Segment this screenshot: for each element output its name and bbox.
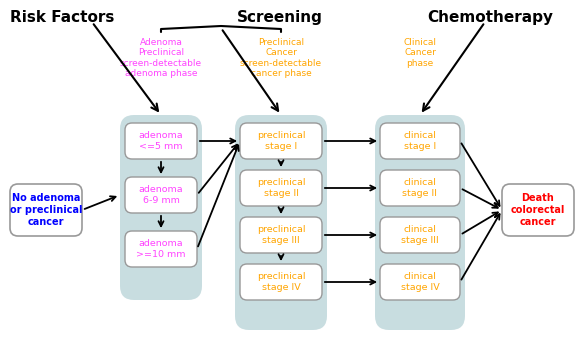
Text: Risk Factors: Risk Factors xyxy=(10,10,114,25)
Text: adenoma
<=5 mm: adenoma <=5 mm xyxy=(139,131,183,151)
Text: Clinical
Cancer
phase: Clinical Cancer phase xyxy=(404,38,437,68)
Text: preclinical
stage I: preclinical stage I xyxy=(257,131,305,151)
Text: Death
colorectal
cancer: Death colorectal cancer xyxy=(511,193,565,227)
Text: No adenoma
or preclinical
cancer: No adenoma or preclinical cancer xyxy=(10,193,82,227)
Text: clinical
stage III: clinical stage III xyxy=(401,225,439,245)
Text: Adenoma
Preclinical
screen-detectable
adenoma phase: Adenoma Preclinical screen-detectable ad… xyxy=(120,38,202,78)
FancyBboxPatch shape xyxy=(10,184,82,236)
FancyBboxPatch shape xyxy=(125,231,197,267)
FancyBboxPatch shape xyxy=(240,264,322,300)
FancyBboxPatch shape xyxy=(240,123,322,159)
Text: clinical
stage IV: clinical stage IV xyxy=(401,272,440,292)
FancyBboxPatch shape xyxy=(502,184,574,236)
FancyBboxPatch shape xyxy=(240,217,322,253)
FancyBboxPatch shape xyxy=(380,217,460,253)
Text: preclinical
stage IV: preclinical stage IV xyxy=(257,272,305,292)
FancyBboxPatch shape xyxy=(380,170,460,206)
FancyBboxPatch shape xyxy=(235,115,327,330)
Text: preclinical
stage III: preclinical stage III xyxy=(257,225,305,245)
FancyBboxPatch shape xyxy=(375,115,465,330)
FancyBboxPatch shape xyxy=(125,123,197,159)
FancyBboxPatch shape xyxy=(380,123,460,159)
Text: preclinical
stage II: preclinical stage II xyxy=(257,178,305,198)
Text: adenoma
>=10 mm: adenoma >=10 mm xyxy=(136,239,186,259)
FancyBboxPatch shape xyxy=(240,170,322,206)
FancyBboxPatch shape xyxy=(120,115,202,300)
Text: adenoma
6-9 mm: adenoma 6-9 mm xyxy=(139,185,183,205)
Text: Screening: Screening xyxy=(237,10,323,25)
FancyBboxPatch shape xyxy=(125,177,197,213)
Text: clinical
stage II: clinical stage II xyxy=(403,178,437,198)
Text: clinical
stage I: clinical stage I xyxy=(404,131,436,151)
Text: Preclinical
Cancer
screen-detectable
cancer phase: Preclinical Cancer screen-detectable can… xyxy=(240,38,322,78)
FancyBboxPatch shape xyxy=(380,264,460,300)
Text: Chemotherapy: Chemotherapy xyxy=(427,10,553,25)
